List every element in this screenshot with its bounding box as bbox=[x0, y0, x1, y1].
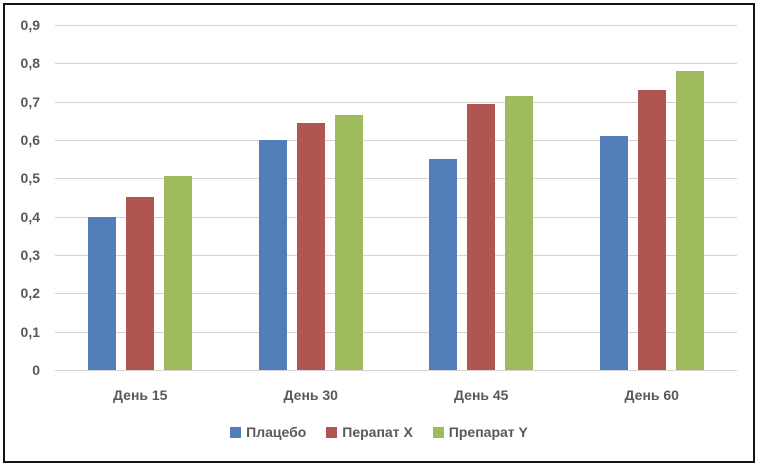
bar bbox=[637, 90, 666, 370]
y-tick-label: 0,1 bbox=[20, 324, 40, 340]
bar bbox=[164, 176, 193, 370]
bar bbox=[467, 104, 496, 370]
x-category-label: День 15 bbox=[113, 387, 168, 403]
legend-label: Препарат Y bbox=[448, 424, 528, 440]
plot-area bbox=[55, 25, 737, 371]
y-tick-label: 0 bbox=[32, 362, 40, 378]
gridline bbox=[55, 217, 737, 218]
bar bbox=[258, 140, 287, 370]
x-category-label: День 45 bbox=[454, 387, 509, 403]
y-tick-label: 0,9 bbox=[20, 17, 40, 33]
legend-swatch-icon bbox=[230, 426, 242, 438]
bar-group-3 bbox=[396, 25, 567, 370]
x-category-label: День 30 bbox=[283, 387, 338, 403]
chart-frame: 0,9 0,8 0,7 0,6 0,5 0,4 0,3 0,2 0,1 0 День 15 День… bbox=[3, 3, 755, 463]
gridline bbox=[55, 63, 737, 64]
legend: Плацебо Перапат X Препарат Y bbox=[5, 424, 753, 440]
bar bbox=[88, 217, 117, 370]
legend-label: Плацебо bbox=[246, 424, 307, 440]
legend-item: Перапат X bbox=[326, 424, 413, 440]
bar bbox=[334, 115, 363, 370]
bar-groups bbox=[55, 25, 737, 370]
gridline bbox=[55, 25, 737, 26]
legend-swatch-icon bbox=[326, 426, 338, 438]
y-tick-label: 0,6 bbox=[20, 132, 40, 148]
y-tick-label: 0,5 bbox=[20, 170, 40, 186]
gridline bbox=[55, 178, 737, 179]
bar bbox=[599, 136, 628, 370]
x-category-label: День 60 bbox=[624, 387, 679, 403]
y-tick-label: 0,3 bbox=[20, 247, 40, 263]
bar-group-1 bbox=[55, 25, 226, 370]
y-tick-label: 0,7 bbox=[20, 94, 40, 110]
legend-item: Плацебо bbox=[230, 424, 306, 440]
bar bbox=[505, 96, 534, 370]
gridline bbox=[55, 140, 737, 141]
bar-group-4 bbox=[567, 25, 738, 370]
y-tick-label: 0,4 bbox=[20, 209, 40, 225]
bar-group-2 bbox=[226, 25, 397, 370]
x-axis-category-labels: День 15 День 30 День 45 День 60 bbox=[55, 387, 737, 403]
gridline bbox=[55, 370, 737, 371]
gridline bbox=[55, 332, 737, 333]
legend-item: Препарат Y bbox=[432, 424, 528, 440]
y-tick-label: 0,8 bbox=[20, 55, 40, 71]
bar bbox=[296, 123, 325, 370]
legend-label: Перапат X bbox=[342, 424, 413, 440]
bar bbox=[675, 71, 704, 370]
gridline bbox=[55, 293, 737, 294]
gridline bbox=[55, 102, 737, 103]
y-tick-label: 0,2 bbox=[20, 285, 40, 301]
bar bbox=[429, 159, 458, 370]
bar bbox=[126, 197, 155, 370]
gridline bbox=[55, 255, 737, 256]
legend-swatch-icon bbox=[432, 426, 444, 438]
